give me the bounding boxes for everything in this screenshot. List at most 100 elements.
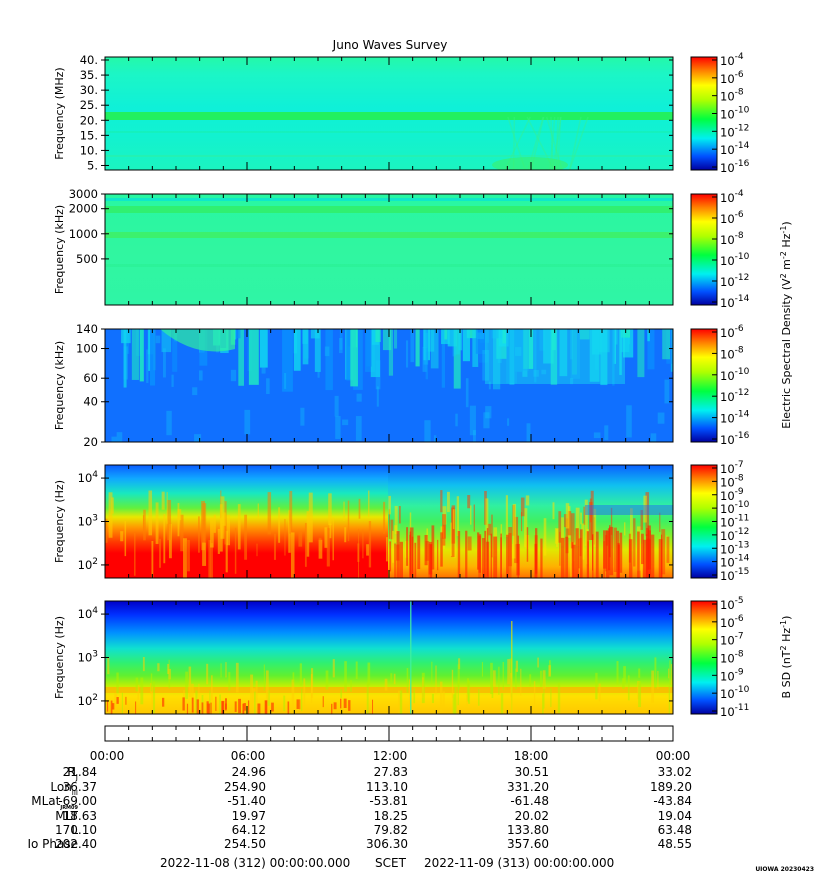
eph-label-mlat: MLatJRM09 [31,794,78,811]
colorbar-tick-label: 10-14 [720,554,750,570]
ephemeris-value: 20.02 [515,809,549,823]
y-tick-label: 5. [87,158,98,172]
y-axis-label: Frequency (Hz) [53,480,66,563]
ephemeris-value: 113.10 [366,780,408,794]
colorbar-tick-label: 10-6 [720,70,744,86]
ephemeris-value: -53.81 [369,794,408,808]
scet-start: 2022-11-08 (312) 00:00:00.000 [160,856,350,870]
y-axis-label: Frequency (kHz) [53,205,66,294]
colorbar-tick-label: 10-6 [720,324,744,340]
y-tick-label: 60 [83,371,98,385]
ephemeris-value: 357.60 [507,837,549,851]
x-tick-label: 00:00 [656,749,691,763]
ephemeris-value: 18.25 [374,809,408,823]
ephemeris-value: 21.84 [63,765,97,779]
colorbar-tick-label: 10-4 [720,52,744,68]
colorbar-tick-label: 10-9 [720,667,744,683]
y-tick-label: 35. [80,68,98,82]
colorbar-tick-label: 10-14 [720,410,750,426]
colorbar-tick-label: 10-10 [720,252,750,268]
colorbar-tick-label: 10-8 [720,231,744,247]
ephemeris-labels: RJ LonIII MLatJRM09 MLT L Io Phase [27,765,78,851]
colorbar-tick-label: 10-12 [720,527,749,543]
y-tick-label: 40 [83,395,98,409]
colorbar-tick-label: 10-10 [720,367,750,383]
y-tick-label: 100 [76,342,98,356]
ephemeris-value: 19.04 [658,809,692,823]
ephemeris-values: 21.84 24.96 27.83 30.51 33.02 36.37 254.90 113.… [55,765,692,851]
x-tick-label: 18:00 [514,749,549,763]
eph-label-rj: RJ [67,765,78,782]
y-tick-label: 10. [80,143,98,157]
colorbar-tick-label: 10-11 [720,514,749,530]
ephemeris-value: 30.51 [515,765,549,779]
colorbar-tick-label: 10-11 [720,703,749,719]
time-strip [104,725,674,742]
colorbar-2: 10-4 10-6 10-8 10-10 10-12 10-14 [690,189,750,310]
colorbar-tick-label: 10-12 [720,273,749,289]
ephemeris-value: 170.10 [55,823,97,837]
x-tick-label: 06:00 [231,749,266,763]
colorbar-tick-label: 10-7 [720,460,744,476]
ephemeris-value: 79.82 [374,823,408,837]
ephemeris-value: 48.55 [658,837,692,851]
colorbar-label-bsd: B SD (nT2 Hz-1) [779,616,793,699]
colorbar-tick-label: 10-4 [720,189,744,205]
y-tick-label: 103 [78,650,98,665]
x-tick-label: 00:00 [90,749,125,763]
eph-label-lon: LonIII [50,780,78,797]
y-tick-label: 3000 [69,187,98,201]
ephemeris-value: -43.84 [653,794,692,808]
ephemeris-value: -69.00 [58,794,97,808]
colorbar-3: 10-6 10-8 10-10 10-12 10-14 10-16 [690,324,750,447]
ephemeris-value: 331.20 [507,780,549,794]
y-tick-label: 40. [80,53,98,67]
eph-label-io: Io Phase [27,837,78,851]
colorbar-tick-label: 10-16 [720,431,750,447]
colorbar-tick-label: 10-8 [720,88,744,104]
scet-end: 2022-11-09 (313) 00:00:00.000 [424,856,614,870]
colorbar-tick-label: 10-15 [720,567,749,583]
ephemeris-value: -51.40 [227,794,266,808]
colorbar-tick-label: 10-12 [720,123,749,139]
ephemeris-value: 306.30 [366,837,408,851]
y-tick-label: 500 [76,252,98,266]
colorbar-tick-label: 10-9 [720,487,744,503]
y-tick-label: 25. [80,98,98,112]
x-tick-labels: 00:00 06:00 12:00 18:00 00:00 [90,749,691,763]
ephemeris-value: -61.48 [510,794,549,808]
version-stamp: UIOWA 20230423 [755,866,814,873]
colorbar-tick-label: 10-8 [720,345,744,361]
scet-label: SCET [375,856,407,870]
colorbar-tick-label: 10-6 [720,614,744,630]
y-tick-label: 102 [78,693,98,708]
ephemeris-value: 202.40 [55,837,97,851]
y-axis-label: Frequency (MHz) [53,67,66,159]
colorbar-tick-label: 10-8 [720,473,744,489]
ephemeris-value: 19.97 [232,809,266,823]
spectrogram-panel-4: 102 103 104 Frequency (Hz) 10-710-810-910-10… [53,460,750,583]
ephemeris-value: 254.90 [224,780,266,794]
ephemeris-value: 254.50 [224,837,266,851]
y-tick-label: 2000 [69,202,98,216]
ephemeris-value: 24.96 [232,765,266,779]
x-tick-label: 12:00 [373,749,408,763]
ephemeris-value: 133.80 [507,823,549,837]
y-tick-label: 20 [83,435,98,449]
colorbar-tick-label: 10-14 [720,294,750,310]
colorbar-tick-label: 10-13 [720,540,749,556]
y-axis-label: Frequency (Hz) [53,616,66,699]
spectrogram-panel-3: 20 40 60 100 140 Frequency (kHz) 10-6 10-8 10-10… [53,322,750,449]
y-tick-label: 104 [78,606,99,621]
colorbar-4: 10-710-810-910-1010-1110-1210-1310-1410-… [690,460,750,583]
colorbar-tick-label: 10-7 [720,632,744,648]
colorbar-5: 10-5 10-6 10-7 10-810-9 10-10 10-11 [690,596,750,719]
eph-label-mlt: MLT [55,809,78,823]
colorbar-tick-label: 10-14 [720,141,750,157]
colorbar-label-electric: Electric Spectral Density (V2 m-2 Hz-1) [779,221,793,428]
colorbar-tick-label: 10-12 [720,388,749,404]
y-tick-label: 103 [78,514,98,529]
